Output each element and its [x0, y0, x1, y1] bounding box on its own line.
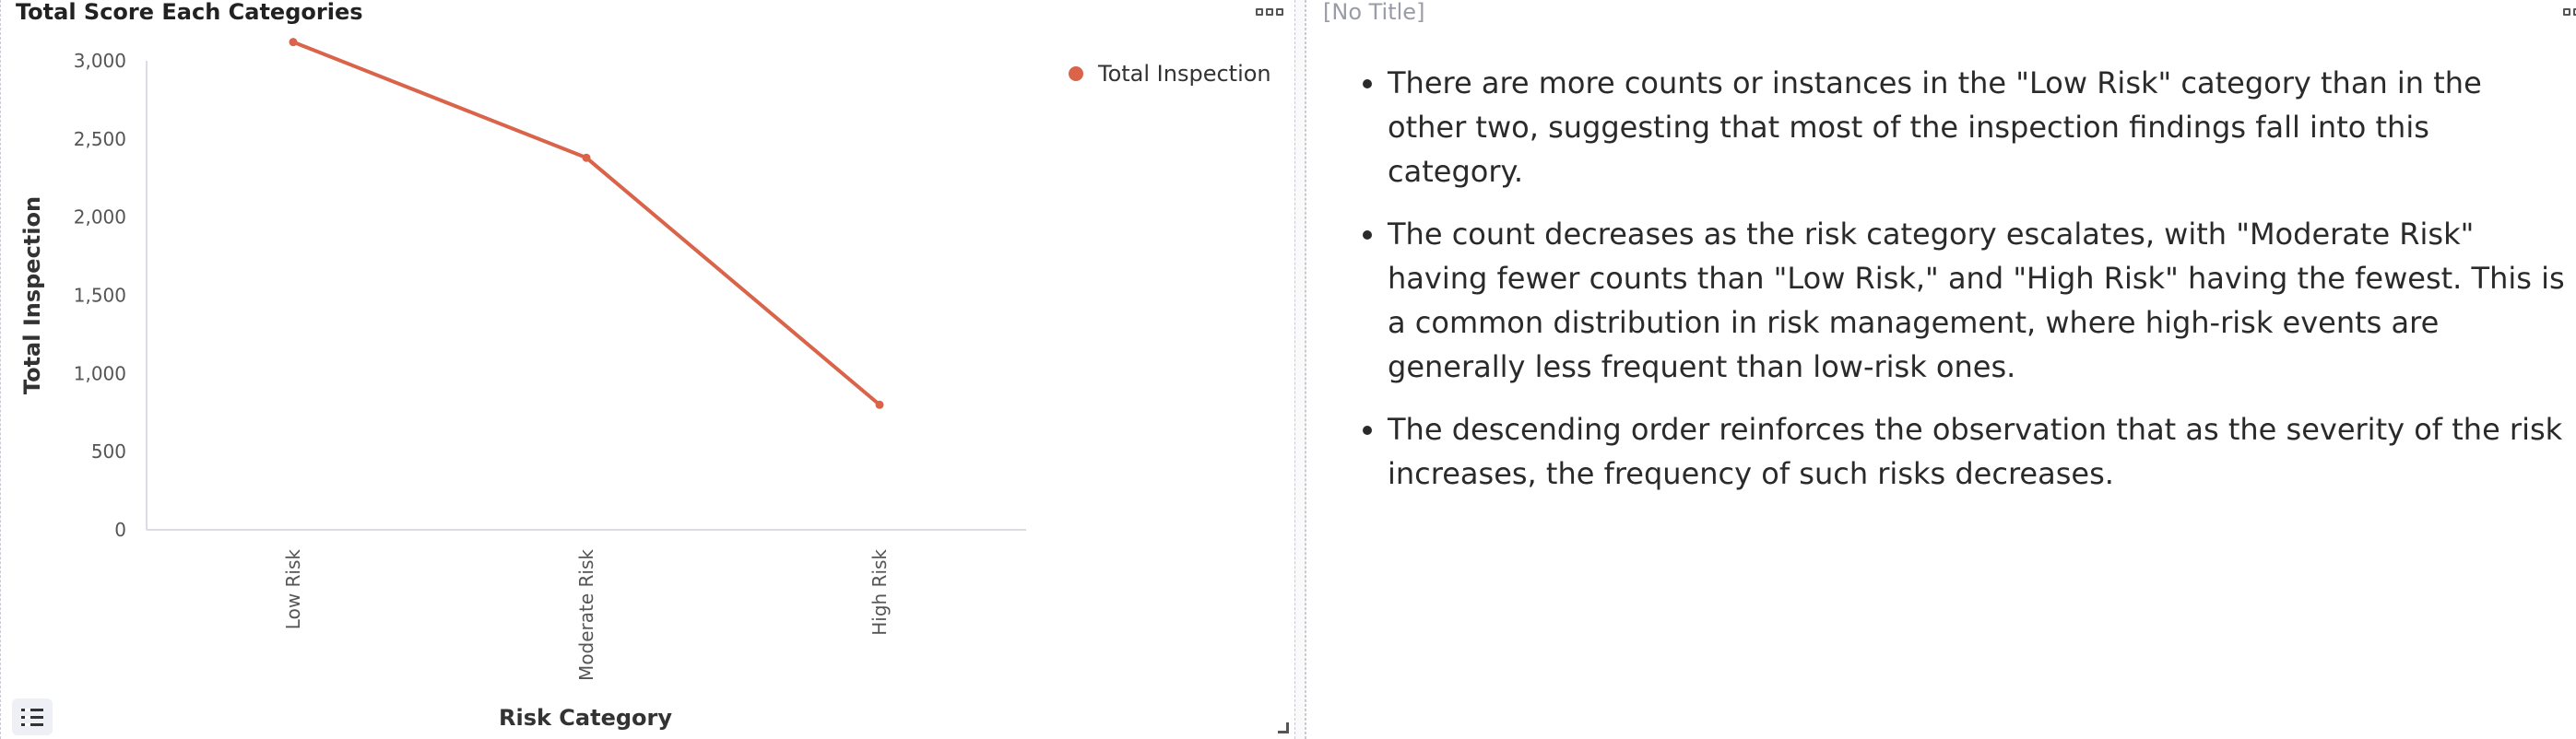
data-point[interactable] [582, 153, 591, 162]
legend-swatch [1069, 66, 1083, 81]
legend[interactable]: Total Inspection [1069, 61, 1271, 87]
x-axis: Low Risk Moderate Risk High Risk [147, 529, 1026, 681]
x-tick-label: Low Risk [282, 549, 304, 630]
x-axis-title: Risk Category [499, 705, 672, 731]
series-line [292, 40, 881, 406]
list-view-icon[interactable] [12, 698, 53, 735]
insights-panel: [No Title] There are more counts or inst… [1306, 0, 2576, 739]
y-tick-label: 3,000 [74, 50, 126, 72]
y-tick-label: 500 [91, 440, 126, 463]
y-tick-label: 0 [114, 519, 126, 541]
chart-panel: Total Score Each Categories 0 500 1,000 1,5… [0, 0, 1289, 739]
panel-menu-icon[interactable] [1253, 4, 1286, 20]
x-tick-label: Moderate Risk [575, 549, 597, 681]
resize-handle-icon[interactable] [1278, 722, 1289, 733]
x-tick-label: High Risk [869, 549, 891, 636]
panel-divider[interactable] [1294, 0, 1306, 739]
insight-item: The descending order reinforces the obse… [1388, 407, 2568, 496]
insight-item: The count decreases as the risk category… [1388, 212, 2568, 389]
data-point[interactable] [875, 400, 884, 409]
insight-item: There are more counts or instances in th… [1388, 61, 2568, 194]
insights-list: There are more counts or instances in th… [1351, 61, 2568, 514]
y-tick-label: 2,500 [74, 128, 126, 150]
y-tick-label: 2,000 [74, 206, 126, 229]
panel-menu-icon[interactable] [2555, 4, 2576, 20]
line-chart: 0 500 1,000 1,500 2,000 2,500 3,000 Low Risk Mo… [19, 38, 1271, 731]
y-tick-label: 1,500 [74, 285, 126, 307]
insights-panel-title: [No Title] [1323, 0, 1425, 25]
y-axis-title: Total Inspection [19, 196, 45, 394]
y-axis: 0 500 1,000 1,500 2,000 2,500 3,000 [74, 50, 148, 541]
data-point[interactable] [289, 38, 298, 47]
y-tick-label: 1,000 [74, 362, 126, 384]
legend-label: Total Inspection [1097, 61, 1271, 87]
series-group [289, 38, 884, 409]
chart-panel-title: Total Score Each Categories [16, 0, 363, 25]
